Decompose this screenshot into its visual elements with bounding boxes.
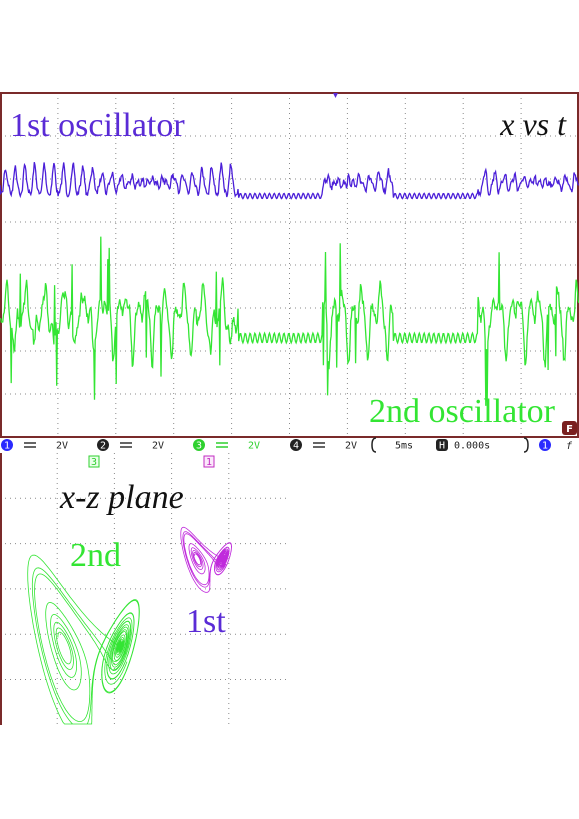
- label-2nd: 2nd: [70, 537, 121, 574]
- ch-number: 1: [4, 441, 10, 452]
- coupling-icon: [216, 442, 228, 448]
- xz-title: x-z plane: [59, 479, 184, 516]
- marker-box: [203, 455, 215, 468]
- ch-badge: [1, 439, 13, 451]
- ch-badge: [193, 439, 205, 451]
- ch-scale: 2V: [248, 441, 260, 452]
- ch-number: 3: [196, 441, 202, 452]
- marker-box: [88, 455, 100, 468]
- top-grid: [0, 93, 579, 437]
- ch-badge: [290, 439, 302, 451]
- label-first-oscillator: 1st oscillator: [10, 107, 185, 144]
- trigger-marker: [333, 93, 338, 98]
- coupling-icon: [120, 442, 132, 448]
- marker-green: 3: [91, 457, 97, 468]
- status-bar: 1 2V 2 2V 3 2V 4 2V 5ms H 0.000s 1 f: [1, 437, 573, 453]
- ch-number: 2: [100, 441, 106, 452]
- f-marker: F: [566, 424, 573, 435]
- timebase: 5ms: [395, 441, 413, 452]
- ch-number: 4: [293, 441, 299, 452]
- trigger-badge: [539, 439, 551, 451]
- timebase-bracket: [371, 437, 529, 453]
- label-second-oscillator: 2nd oscillator: [369, 393, 556, 430]
- attractor: [180, 526, 233, 593]
- position-icon-box: [436, 439, 448, 451]
- coupling-icon: [313, 442, 325, 448]
- coupling-icon: [24, 442, 36, 448]
- attractors: [27, 526, 233, 725]
- waveforms: [0, 162, 579, 406]
- ch-scale: 2V: [152, 441, 164, 452]
- trigger-slope: f: [566, 441, 573, 452]
- ch-scale: 2V: [56, 441, 68, 452]
- top-frame: [0, 92, 579, 438]
- position: 0.000s: [454, 441, 490, 452]
- label-x-vs-t: x vs t: [499, 106, 567, 142]
- waveform: [0, 162, 579, 200]
- f-marker-box: [562, 421, 577, 435]
- trigger-channel: 1: [542, 441, 548, 452]
- attractor: [27, 554, 140, 725]
- ch-badge: [97, 439, 109, 451]
- waveform: [0, 236, 579, 406]
- label-1st: 1st: [186, 603, 226, 640]
- marker-purple: 1: [206, 457, 212, 468]
- position-icon: H: [439, 441, 445, 452]
- ch-scale: 2V: [345, 441, 357, 452]
